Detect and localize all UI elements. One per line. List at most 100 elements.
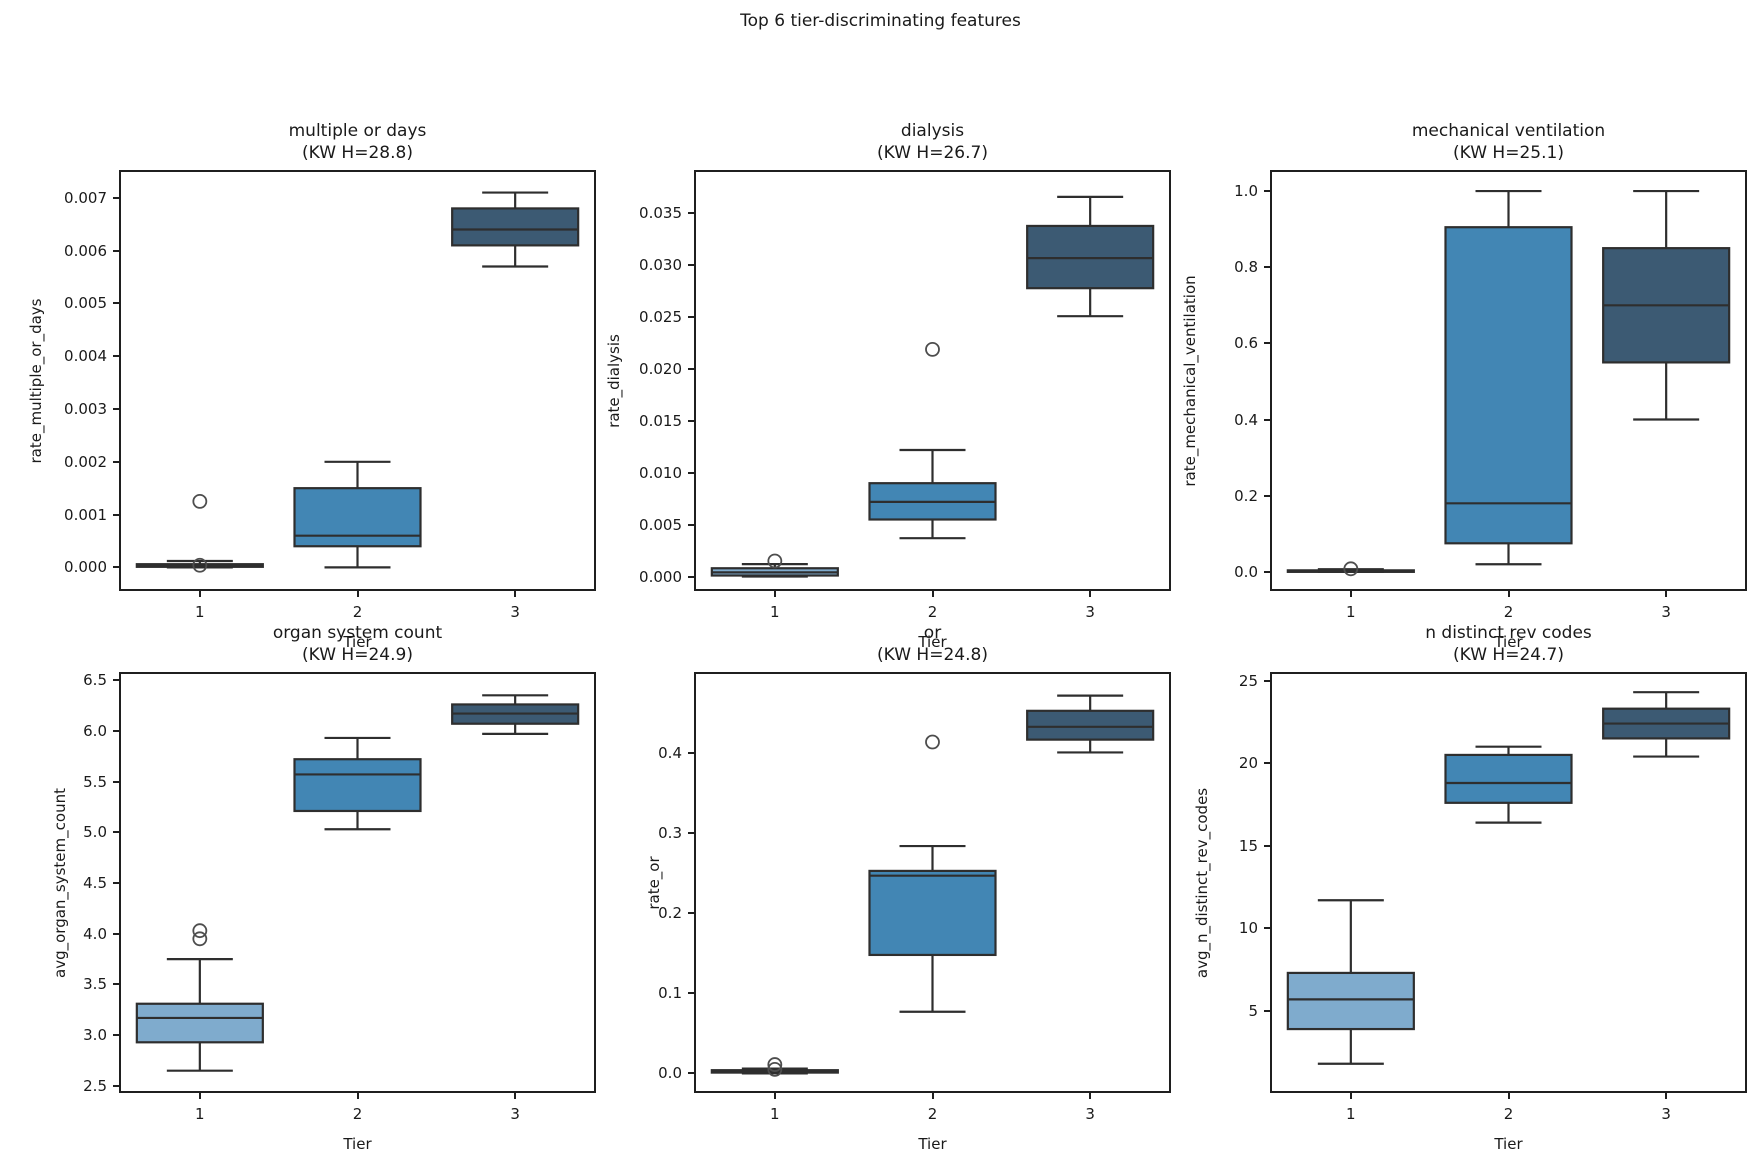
box-tier-3 [1026, 694, 1155, 754]
y-tick-mark [113, 983, 119, 986]
y-tick-mark [1264, 1009, 1270, 1012]
x-tick-mark [1507, 589, 1510, 597]
iqr-box [1444, 753, 1573, 804]
x-tick-mark [1089, 589, 1092, 597]
x-tick-label: 2 [352, 1105, 363, 1123]
subplot-title: dialysis (KW H=26.7) [636, 120, 1229, 164]
subplot-title-line1: organ system count [272, 623, 443, 643]
box-tier-2 [868, 734, 997, 1013]
outlier-point [192, 923, 208, 939]
y-tick-label: 5.5 [83, 772, 107, 791]
y-tick-mark [688, 264, 694, 267]
box-tier-1 [135, 923, 264, 1072]
x-tick-mark [356, 1091, 359, 1099]
outlier-point [767, 553, 783, 569]
iqr-box [868, 869, 997, 957]
y-axis-label: rate_or [645, 855, 663, 910]
figure-title: Top 6 tier-discriminating features [740, 11, 1021, 31]
y-tick-label: 0.035 [639, 204, 682, 223]
y-tick-mark [113, 1084, 119, 1087]
x-axis-label: Tier [343, 633, 372, 651]
y-tick-label: 0.001 [64, 505, 107, 524]
box-tier-1 [710, 1057, 839, 1077]
x-tick-label: 2 [927, 1105, 938, 1123]
y-tick-mark [113, 831, 119, 834]
y-tick-label: 0.004 [64, 347, 107, 366]
subplot-title-line2: (KW H=25.1) [1453, 143, 1564, 163]
x-axis-label: Tier [918, 633, 947, 651]
x-tick-mark [1507, 1091, 1510, 1099]
y-tick-label: 0.4 [1234, 410, 1258, 429]
y-tick-label: 0.005 [639, 515, 682, 534]
x-tick-label: 1 [1346, 1105, 1356, 1123]
y-tick-label: 4.5 [83, 874, 107, 892]
boxplot-area [135, 191, 580, 573]
y-tick-mark [113, 1034, 119, 1037]
x-tick-mark [514, 1091, 517, 1099]
subplot-title-line2: (KW H=24.9) [302, 645, 413, 665]
outlier-point [192, 557, 208, 573]
y-tick-label: 0.8 [1234, 258, 1258, 277]
y-tick-mark [688, 316, 694, 319]
subplot-title-line2: (KW H=26.7) [877, 143, 988, 163]
subplot-title-line1: or [923, 623, 942, 643]
subplot-dialysis: dialysis (KW H=26.7) rate_dialysis Tier … [605, 121, 1171, 651]
y-tick-mark [113, 249, 119, 252]
y-tick-label: 0.010 [639, 463, 682, 482]
y-tick-mark [113, 196, 119, 199]
y-tick-mark [688, 1072, 694, 1075]
box-tier-2 [293, 460, 422, 569]
y-tick-label: 1.0 [1234, 182, 1258, 201]
y-axis-label: avg_n_distinct_rev_codes [1193, 787, 1211, 978]
y-tick-mark [1264, 494, 1270, 497]
y-tick-mark [688, 832, 694, 835]
x-tick-label: 3 [1085, 1105, 1095, 1123]
box-tier-2 [1444, 189, 1573, 566]
y-tick-mark [113, 566, 119, 569]
y-tick-label: 0.2 [1234, 486, 1258, 505]
x-tick-mark [773, 1091, 776, 1099]
y-tick-mark [688, 368, 694, 371]
x-tick-mark [514, 589, 517, 597]
y-tick-label: 10 [1238, 919, 1258, 938]
subplot-multiple-or-days: multiple or days (KW H=28.8) rate_multip… [27, 121, 596, 651]
outlier-point [767, 1061, 783, 1077]
x-tick-label: 3 [1661, 1105, 1671, 1123]
box-tier-3 [1602, 691, 1731, 758]
y-tick-label: 6.5 [83, 671, 107, 690]
y-tick-mark [113, 729, 119, 732]
y-tick-label: 5.0 [83, 823, 107, 842]
y-tick-label: 25 [1238, 671, 1258, 690]
subplot-organ-system-count: organ system count (KW H=24.9) avg_organ… [51, 623, 596, 1153]
boxplot-area [1286, 691, 1731, 1065]
y-tick-mark [113, 408, 119, 410]
box-tier-1 [710, 553, 839, 578]
x-tick-label: 1 [195, 1105, 205, 1123]
x-axis-label: Tier [343, 1135, 372, 1153]
subplot-n-distinct-rev-codes: n distinct rev codes (KW H=24.7) avg_n_d… [1193, 623, 1747, 1153]
y-tick-label: 0.005 [64, 294, 107, 313]
box-tier-3 [451, 191, 580, 268]
y-tick-label: 0.0 [1234, 562, 1258, 581]
y-tick-label: 0.002 [64, 452, 107, 471]
box-tier-1 [135, 493, 264, 573]
outlier-point [1343, 561, 1359, 577]
box-tier-1 [1286, 899, 1415, 1065]
x-tick-mark [1349, 589, 1352, 597]
y-tick-mark [113, 460, 119, 463]
y-tick-label: 0.000 [639, 567, 682, 586]
y-tick-label: 0.003 [64, 400, 107, 418]
y-tick-label: 0.000 [64, 558, 107, 577]
subplot-title-line2: (KW H=24.8) [877, 645, 988, 665]
y-tick-mark [1264, 418, 1270, 421]
y-tick-label: 6.0 [83, 721, 107, 740]
outlier-point [767, 1057, 783, 1072]
y-tick-label: 0.4 [658, 744, 682, 763]
subplot-title-line1: n distinct rev codes [1425, 623, 1592, 643]
y-tick-mark [1264, 927, 1270, 930]
subplot-title-line1: mechanical ventilation [1411, 121, 1606, 141]
y-tick-label: 0.6 [1234, 334, 1258, 353]
x-axis-label: Tier [1494, 633, 1523, 651]
subplot-or: or (KW H=24.8) rate_or Tier 0.0 0.1 0.2 0.3… [645, 623, 1171, 1153]
x-tick-label: 2 [352, 603, 363, 621]
